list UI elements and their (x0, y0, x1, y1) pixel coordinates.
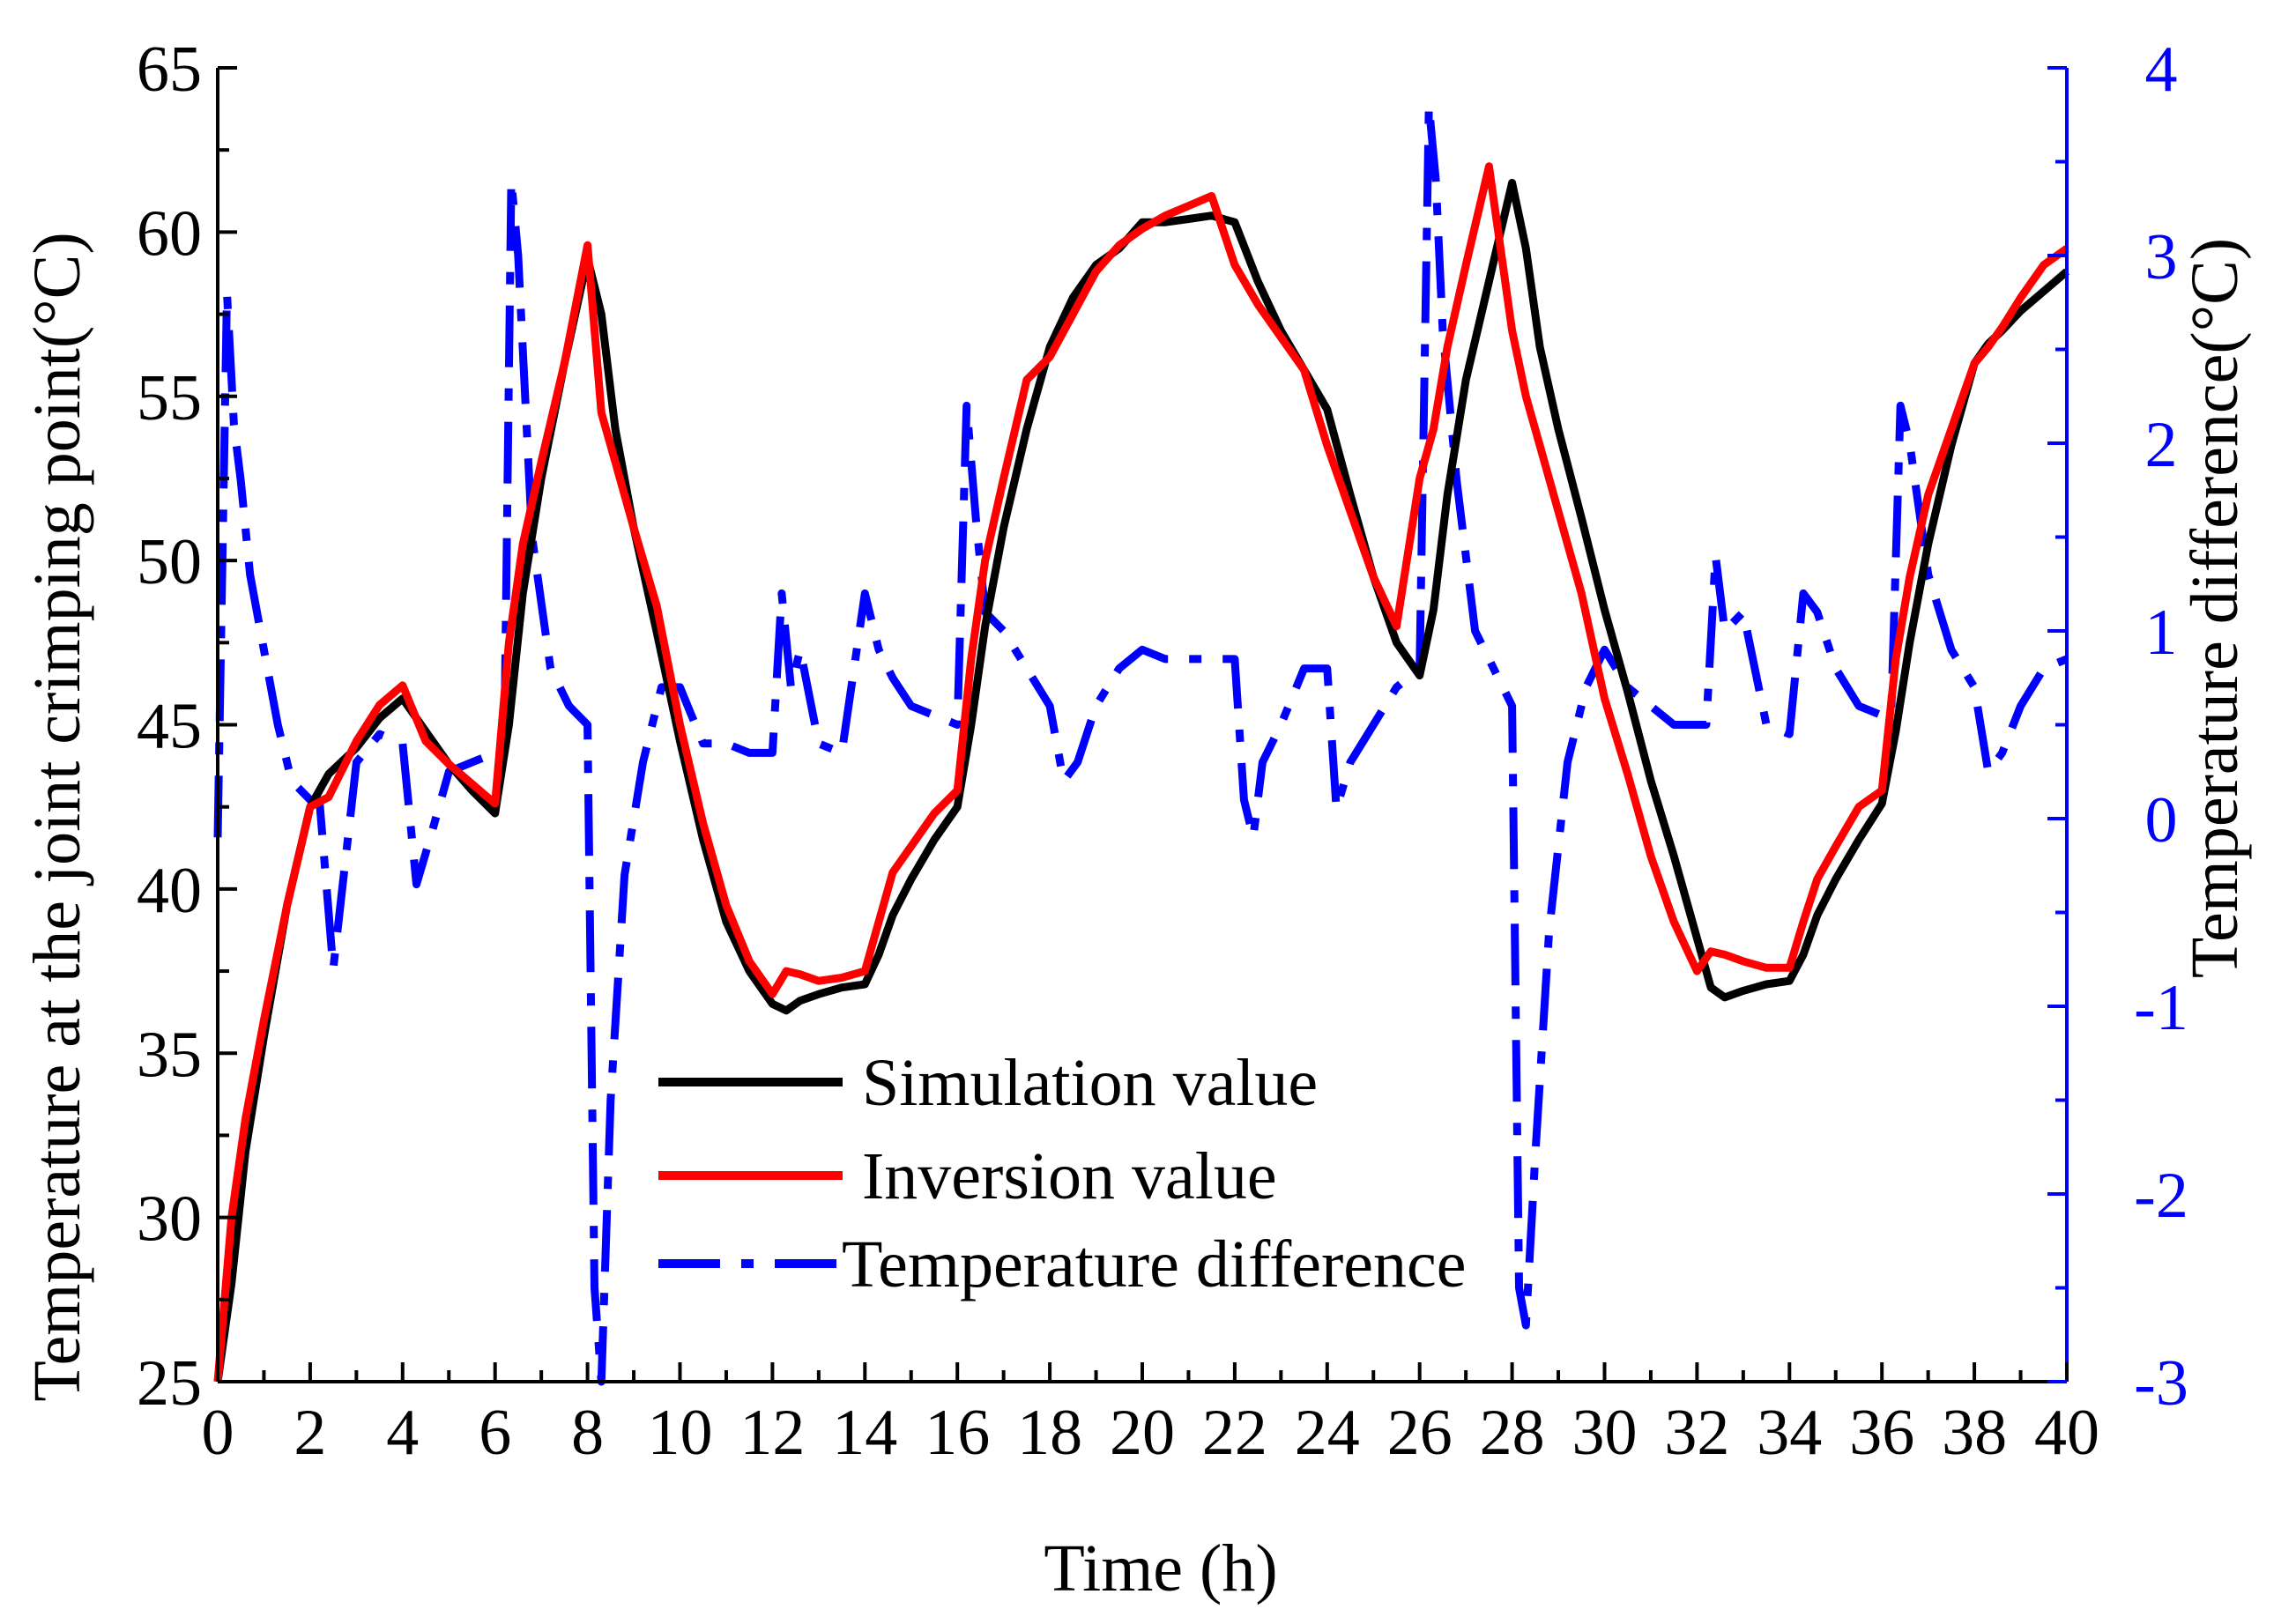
y2-tick-label: 0 (2145, 784, 2178, 856)
x-tick-label: 24 (1295, 1397, 1360, 1469)
y-tick-label: 40 (137, 855, 202, 927)
y-tick-label: 60 (137, 197, 202, 270)
x-tick-label: 22 (1202, 1397, 1267, 1469)
x-tick-label: 14 (832, 1397, 897, 1469)
x-tick-label: 30 (1572, 1397, 1638, 1469)
x-tick-label: 28 (1480, 1397, 1545, 1469)
x-tick-label: 0 (202, 1397, 234, 1469)
y-tick-label: 55 (137, 362, 202, 434)
y-tick-label: 65 (137, 33, 202, 106)
y2-axis-title: Temperature difference(°C) (2178, 238, 2252, 978)
x-tick-label: 20 (1110, 1397, 1175, 1469)
y-tick-label: 30 (137, 1183, 202, 1256)
y-tick-label: 45 (137, 691, 202, 763)
y-tick-label: 25 (137, 1347, 202, 1420)
y2-tick-label: 3 (2145, 221, 2178, 293)
x-tick-label: 12 (739, 1397, 805, 1469)
y-tick-label: 35 (137, 1019, 202, 1091)
legend: Simulation value Inversion value Tempera… (658, 1046, 1467, 1301)
y2-tick-label: 1 (2145, 597, 2178, 669)
x-tick-label: 18 (1017, 1397, 1082, 1469)
x-tick-label: 8 (571, 1397, 604, 1469)
series-simulation-line (213, 179, 2069, 1383)
x-tick-label: 4 (386, 1397, 419, 1469)
x-tick-label: 34 (1757, 1397, 1822, 1469)
y2-tick-label: -2 (2134, 1160, 2188, 1232)
ticks: 0 2 4 6 8 10 12 14 16 18 20 22 24 26 28 30 32 34 36 38 40253… (137, 33, 2188, 1469)
x-tick-label: 36 (1849, 1397, 1914, 1469)
x-tick-label: 40 (2034, 1397, 2099, 1469)
plot-lines (213, 101, 2069, 1386)
series-inversion-line (213, 162, 2069, 1383)
y2-tick-label: -1 (2134, 972, 2188, 1044)
x-tick-label: 32 (1664, 1397, 1729, 1469)
y2-tick-label: 2 (2145, 409, 2178, 481)
x-tick-label: 16 (925, 1397, 990, 1469)
legend-difference-label: Temperature difference (842, 1227, 1467, 1301)
x-tick-label: 6 (479, 1397, 511, 1469)
y-axis-title: Temperature at the joint crimping point(… (20, 232, 94, 1401)
y-tick-label: 50 (137, 526, 202, 598)
x-tick-label: 2 (294, 1397, 326, 1469)
legend-inversion-label: Inversion value (862, 1139, 1277, 1213)
x-tick-label: 10 (648, 1397, 713, 1469)
x-tick-label: 38 (1942, 1397, 2007, 1469)
y2-tick-label: -3 (2134, 1347, 2188, 1420)
x-tick-label: 26 (1387, 1397, 1453, 1469)
legend-simulation-label: Simulation value (862, 1046, 1318, 1120)
x-axis-title: Time (h) (1044, 1531, 1277, 1605)
y2-tick-label: 4 (2145, 33, 2178, 106)
